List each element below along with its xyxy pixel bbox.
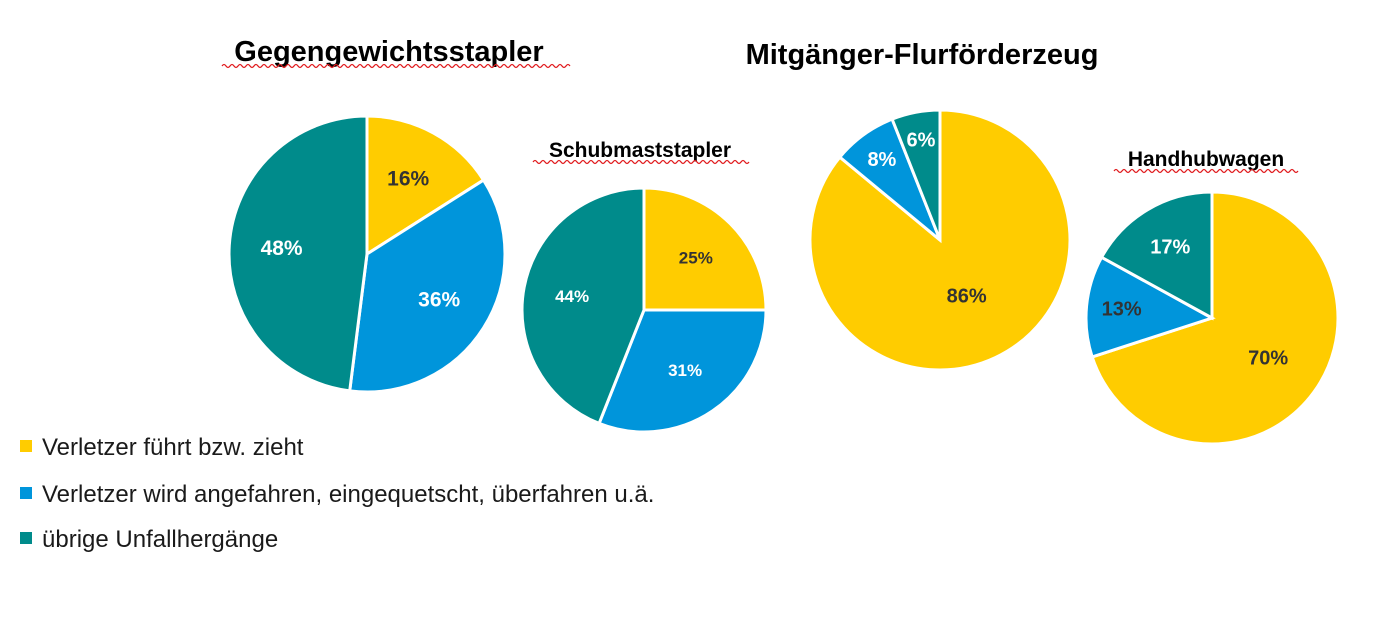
pie-mitgaenger-flurfoerderzeug: 86% 8% 6% xyxy=(808,108,1072,372)
spellcheck-underline xyxy=(532,159,750,165)
chart-title-gegengewichtsstapler: Gegengewichtsstapler xyxy=(234,36,543,68)
slice-uebrige xyxy=(1099,190,1214,321)
chart-title-mitgaenger-flurfoerderzeug: Mitgänger-Flurförderzeug xyxy=(746,39,1099,71)
data-label-angefahren: 13% xyxy=(1102,299,1142,321)
spellcheck-underline xyxy=(1113,168,1299,174)
data-label-uebrige: 17% xyxy=(1150,237,1190,259)
data-label-fuehrt: 86% xyxy=(947,286,987,308)
pie-gegengewichtsstapler: 16% 36% 48% xyxy=(227,114,507,394)
slice-uebrige xyxy=(520,186,646,426)
slice-angefahren xyxy=(348,177,507,394)
pie-schubmaststapler: 25% 31% 44% xyxy=(520,186,768,434)
slice-uebrige xyxy=(227,114,369,393)
data-label-angefahren: 31% xyxy=(668,361,702,380)
data-label-fuehrt: 70% xyxy=(1248,348,1288,370)
data-label-angefahren: 8% xyxy=(867,149,896,171)
data-label-uebrige: 48% xyxy=(261,237,303,260)
legend-item-angefahren: Verletzer wird angefahren, eingequetscht… xyxy=(42,481,654,508)
data-label-uebrige: 6% xyxy=(907,129,936,151)
chart-title-handhubwagen: Handhubwagen xyxy=(1128,148,1284,171)
legend-item-fuehrt: Verletzer führt bzw. zieht xyxy=(42,434,304,461)
legend: Verletzer führt bzw. zieht Verletzer wir… xyxy=(20,434,654,553)
data-label-angefahren: 36% xyxy=(418,288,460,311)
legend-swatch-uebrige xyxy=(20,532,32,544)
slice-fuehrt xyxy=(365,114,486,257)
legend-swatch-angefahren xyxy=(20,487,32,499)
slice-angefahren xyxy=(1084,255,1216,359)
chart-title-schubmaststapler: Schubmaststapler xyxy=(549,139,731,162)
legend-item-uebrige: übrige Unfallhergänge xyxy=(42,526,278,553)
slice-uebrige xyxy=(890,108,942,241)
pie-handhubwagen: 70% 13% 17% xyxy=(1084,190,1340,446)
data-label-fuehrt: 16% xyxy=(387,168,429,191)
slice-angefahren xyxy=(597,308,768,434)
legend-swatch-fuehrt xyxy=(20,440,32,452)
slice-fuehrt xyxy=(642,186,768,312)
spellcheck-underline xyxy=(221,63,571,69)
data-label-fuehrt: 25% xyxy=(679,249,713,268)
data-label-uebrige: 44% xyxy=(555,287,589,306)
